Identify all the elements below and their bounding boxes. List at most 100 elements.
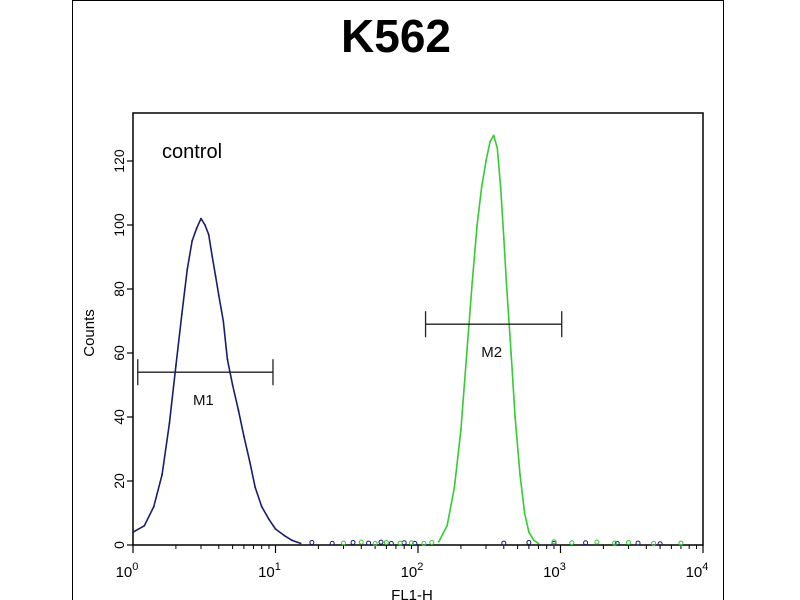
x-tick-exponent: 2 — [417, 561, 423, 573]
marker-layer: M1 M2 — [137, 311, 563, 409]
histogram-point — [453, 486, 456, 489]
histogram-point — [283, 534, 286, 537]
y-tick-label: 120 — [111, 149, 127, 173]
histogram-point — [485, 160, 487, 162]
baseline-event-point — [421, 540, 427, 546]
series-layer — [132, 134, 684, 547]
plot-area-border — [132, 112, 704, 546]
x-tick-base: 10 — [401, 564, 418, 581]
histogram-point — [514, 416, 516, 418]
histogram-point — [290, 539, 293, 542]
y-tick-label: 60 — [111, 345, 127, 361]
baseline-event-point — [625, 539, 631, 545]
histogram-point — [191, 240, 194, 242]
baseline-event-point — [329, 540, 335, 546]
x-tick-base: 10 — [116, 564, 133, 581]
x-tick-label: 101 — [258, 561, 281, 581]
histogram-point — [254, 486, 257, 489]
y-tick-label: 0 — [111, 541, 127, 549]
histogram-point — [489, 140, 491, 143]
histogram-point — [152, 505, 155, 508]
y-tick-label: 100 — [111, 213, 127, 237]
baseline-event-point — [388, 540, 394, 546]
baseline-event-point — [397, 540, 403, 546]
histogram-point — [527, 531, 530, 534]
histogram-point — [222, 320, 225, 322]
baseline-event-point — [594, 539, 600, 545]
x-tick-exponent: 0 — [132, 561, 138, 573]
x-tick-label: 103 — [543, 561, 566, 581]
histogram-point — [214, 275, 217, 278]
histogram-point — [299, 542, 302, 545]
histogram-point — [268, 518, 270, 521]
x-tick-label: 100 — [116, 561, 139, 581]
baseline-event-point — [383, 539, 389, 545]
baseline-event-point — [526, 539, 532, 545]
x-tick-exponent: 3 — [560, 561, 566, 573]
histogram-point — [476, 224, 479, 226]
histogram-point — [211, 256, 214, 258]
baseline-event-point — [614, 540, 620, 546]
histogram-point — [143, 524, 146, 527]
baseline-event-point — [657, 541, 663, 547]
baseline-event-point — [635, 540, 641, 546]
baseline-event-point — [358, 539, 364, 545]
baseline-event-point — [678, 540, 684, 546]
histogram-point — [195, 227, 198, 230]
histogram-point — [496, 147, 499, 150]
y-tick-label: 20 — [111, 473, 127, 489]
histogram-point — [437, 540, 440, 543]
baseline-event-point — [651, 540, 657, 546]
x-tick-base: 10 — [258, 564, 275, 581]
histogram-point — [465, 352, 468, 354]
baseline-event-point — [583, 540, 589, 546]
histogram-point — [226, 358, 229, 361]
histogram-point — [186, 268, 189, 271]
histogram-point — [471, 281, 474, 284]
x-tick-exponent: 1 — [275, 561, 281, 573]
baseline-event-point — [366, 540, 372, 546]
baseline-event-point — [412, 540, 418, 546]
x-tick-base: 10 — [686, 564, 703, 581]
control-annotation: control — [162, 141, 222, 163]
histogram-point — [459, 428, 462, 431]
x-tick-exponent: 4 — [702, 561, 708, 573]
y-axis-label: Counts — [81, 309, 98, 357]
baseline-event-point — [569, 540, 575, 546]
x-axis-label: FL1-H — [391, 587, 433, 600]
histogram-point — [523, 512, 526, 514]
baseline-event-point — [309, 539, 315, 545]
x-tick-label: 104 — [686, 561, 709, 581]
baseline-event-point — [350, 539, 356, 545]
histogram-point — [204, 224, 206, 226]
baseline-event-point — [378, 539, 384, 545]
histogram-point — [480, 185, 483, 188]
baseline-event-point — [551, 540, 557, 546]
gate-marker-label: M1 — [193, 392, 214, 409]
histogram-point — [217, 294, 220, 297]
y-tick-label: 40 — [111, 409, 127, 425]
baseline-event-point — [501, 540, 507, 546]
baseline-event-point — [401, 540, 407, 546]
baseline-event-point — [429, 539, 435, 545]
histogram-point — [180, 313, 183, 316]
baseline-event-point — [612, 540, 618, 546]
histogram-point — [242, 435, 245, 438]
histogram-point — [499, 185, 502, 188]
chart-title: K562 — [341, 10, 451, 62]
histogram-point — [502, 236, 505, 239]
baseline-event-point — [551, 539, 557, 545]
histogram-point — [132, 531, 134, 534]
histogram-point — [537, 542, 540, 545]
histogram-point — [505, 288, 508, 290]
histogram-point — [231, 384, 234, 386]
histogram-point — [260, 505, 263, 508]
histogram-point — [532, 539, 535, 542]
x-tick-base: 10 — [543, 564, 560, 581]
baseline-event-point — [372, 540, 378, 546]
histogram-point — [446, 524, 448, 527]
histogram-point — [248, 460, 251, 463]
baseline-event-point — [340, 540, 346, 546]
y-tick-label: 80 — [111, 281, 127, 297]
